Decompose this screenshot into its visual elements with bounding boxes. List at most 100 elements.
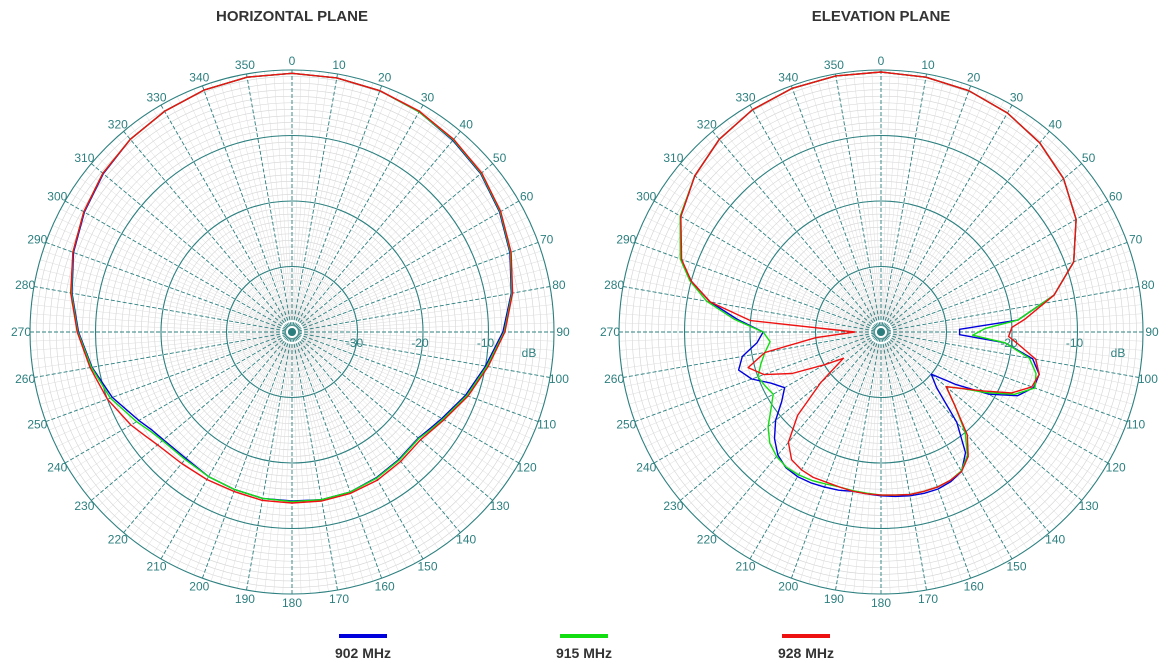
horizontal-angle-label: 150: [417, 560, 437, 574]
elevation-angle-label: 100: [1138, 372, 1158, 386]
horizontal-angle-label: 310: [74, 151, 94, 165]
horizontal-angle-label: 140: [456, 533, 476, 547]
elevation-angle-label: 130: [1079, 499, 1099, 513]
legend-label-928: 928 MHz: [777, 645, 835, 661]
elevation-angle-label: 200: [778, 580, 798, 594]
horizontal-db-tick-label: -30: [346, 336, 364, 350]
horizontal-angle-label: 50: [493, 151, 507, 165]
horizontal-angle-label: 60: [520, 190, 534, 204]
legend-item-902: 902 MHz: [293, 634, 433, 663]
horizontal-angle-label: 70: [540, 232, 554, 246]
elevation-angle-labels: 0 10 20 30 40 50 60 70 80 90 100 110 120 130 140 150 160…: [600, 54, 1159, 610]
legend-label-902: 902 MHz: [334, 645, 392, 661]
horizontal-angle-label: 290: [27, 232, 47, 246]
legend-swatch-915: [560, 634, 608, 638]
horizontal-db-tick-label: -10: [477, 336, 495, 350]
elevation-angle-label: 170: [918, 592, 938, 606]
elevation-angle-label: 350: [824, 58, 844, 72]
horizontal-angle-label: 220: [108, 533, 128, 547]
elevation-angle-label: 230: [663, 499, 683, 513]
elevation-angle-label: 0: [878, 54, 885, 68]
elevation-angle-label: 340: [778, 70, 798, 84]
horizontal-angle-label: 350: [235, 58, 255, 72]
elevation-grid: [618, 69, 1144, 595]
elevation-angle-label: 50: [1082, 151, 1096, 165]
elevation-angle-label: 70: [1129, 232, 1143, 246]
elevation-angle-label: 290: [616, 232, 636, 246]
horizontal-angle-label: 120: [517, 461, 537, 475]
legend-label-915: 915 MHz: [555, 645, 613, 661]
elevation-angle-label: 30: [1010, 90, 1024, 104]
elevation-angle-label: 110: [1126, 418, 1145, 432]
elevation-db-tick-label: -20: [1000, 336, 1018, 350]
legend-swatch-928: [782, 634, 830, 638]
horizontal-angle-label: 330: [146, 90, 166, 104]
horizontal-angle-label: 200: [189, 580, 209, 594]
horizontal-db-unit-label: dB: [522, 346, 537, 360]
horizontal-angle-label: 190: [235, 592, 255, 606]
horizontal-grid: [29, 69, 555, 595]
elevation-angle-label: 240: [636, 461, 656, 475]
elevation-angle-label: 220: [697, 533, 717, 547]
horizontal-plane-title: HORIZONTAL PLANE: [216, 8, 368, 25]
horizontal-angle-label: 100: [549, 372, 569, 386]
horizontal-angle-label: 240: [47, 461, 67, 475]
horizontal-angle-label: 10: [332, 58, 346, 72]
horizontal-angle-label: 210: [146, 560, 166, 574]
elevation-angle-label: 320: [697, 117, 717, 131]
horizontal-angle-label: 160: [375, 580, 395, 594]
elevation-angle-label: 330: [735, 90, 755, 104]
elevation-angle-label: 160: [964, 580, 984, 594]
elevation-angle-label: 60: [1109, 190, 1123, 204]
horizontal-angle-label: 230: [74, 499, 94, 513]
horizontal-angle-label: 130: [490, 499, 510, 513]
horizontal-angle-labels: 0 10 20 30 40 50 60 70 80 90 100 110 120 130 140 150 160…: [11, 54, 570, 610]
elevation-angle-label: 140: [1045, 533, 1065, 547]
horizontal-db-labels: -30 -20 -10 dB: [346, 336, 537, 360]
elevation-angle-label: 280: [604, 278, 624, 292]
elevation-angle-label: 260: [604, 372, 624, 386]
horizontal-angle-label: 180: [282, 596, 302, 610]
elevation-angle-label: 90: [1145, 325, 1159, 339]
elevation-angle-label: 10: [921, 58, 935, 72]
horizontal-angle-label: 90: [556, 325, 570, 339]
horizontal-db-tick-label: -20: [411, 336, 429, 350]
horizontal-angle-label: 300: [47, 190, 67, 204]
elevation-angle-label: 120: [1106, 461, 1126, 475]
elevation-plane-polar-chart: 0 10 20 30 40 50 60 70 80 90 100 110 120 130 140 150 160…: [600, 54, 1159, 610]
horizontal-angle-label: 80: [552, 278, 566, 292]
elevation-angle-label: 210: [735, 560, 755, 574]
elevation-angle-label: 310: [663, 151, 683, 165]
horizontal-angle-label: 30: [421, 90, 435, 104]
elevation-db-labels: -20 -10 dB: [1000, 336, 1125, 360]
horizontal-plane-polar-chart: 0 10 20 30 40 50 60 70 80 90 100 110 120 130 140 150 160…: [11, 54, 570, 610]
legend-item-915: 915 MHz: [514, 634, 654, 663]
legend-swatch-902: [339, 634, 387, 638]
horizontal-angle-label: 110: [537, 418, 556, 432]
horizontal-angle-label: 260: [15, 372, 35, 386]
elevation-series-928-mhz: [680, 71, 1077, 496]
horizontal-angle-label: 270: [11, 325, 31, 339]
horizontal-series-928-mhz: [69, 72, 514, 504]
elevation-angle-label: 300: [636, 190, 656, 204]
elevation-db-tick-label: -10: [1066, 336, 1084, 350]
elevation-angle-label: 180: [871, 596, 891, 610]
elevation-angle-label: 150: [1006, 560, 1026, 574]
elevation-angle-label: 40: [1049, 117, 1063, 131]
horizontal-angle-label: 250: [27, 418, 47, 432]
horizontal-angle-label: 170: [329, 592, 349, 606]
elevation-angle-label: 190: [824, 592, 844, 606]
elevation-angle-label: 270: [600, 325, 620, 339]
elevation-angle-label: 250: [616, 418, 636, 432]
horizontal-angle-label: 320: [108, 117, 128, 131]
elevation-db-unit-label: dB: [1111, 346, 1126, 360]
horizontal-angle-label: 280: [15, 278, 35, 292]
elevation-angle-label: 20: [967, 70, 981, 84]
horizontal-angle-label: 40: [460, 117, 474, 131]
elevation-angle-label: 80: [1141, 278, 1155, 292]
legend-item-928: 928 MHz: [736, 634, 876, 663]
elevation-plane-title: ELEVATION PLANE: [811, 8, 951, 25]
horizontal-angle-label: 20: [378, 70, 392, 84]
horizontal-angle-label: 340: [189, 70, 209, 84]
horizontal-angle-label: 0: [289, 54, 296, 68]
